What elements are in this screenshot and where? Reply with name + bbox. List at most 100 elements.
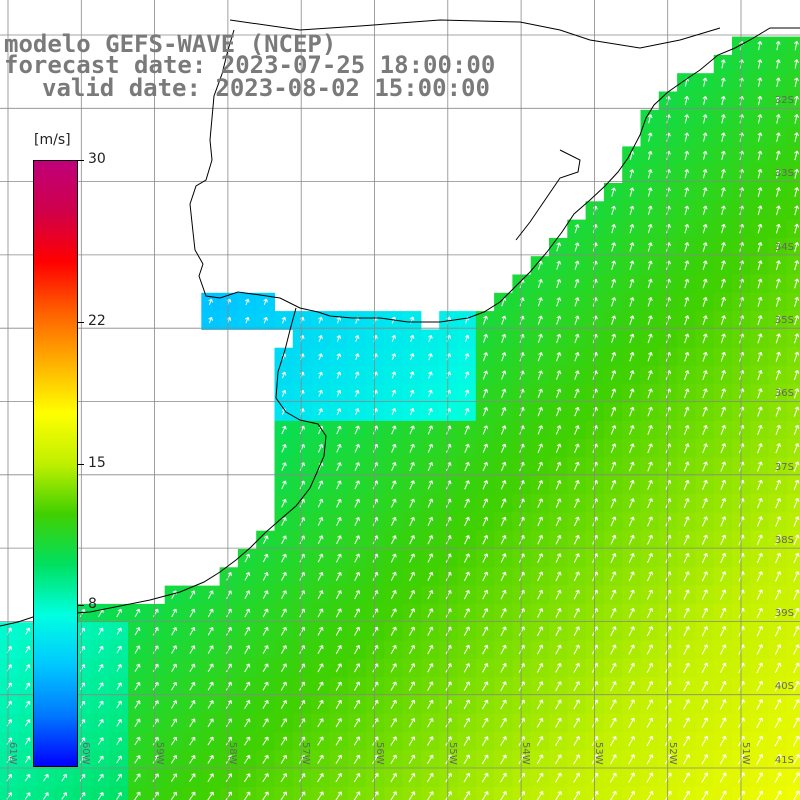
wind-arrow bbox=[775, 534, 782, 545]
wind-arrow bbox=[170, 755, 178, 764]
wind-arrow bbox=[189, 773, 196, 783]
wind-arrow bbox=[152, 718, 159, 728]
wind-arrow bbox=[646, 607, 654, 618]
wind-arrow bbox=[482, 571, 489, 582]
wind-arrow bbox=[647, 534, 653, 545]
wind-arrow bbox=[500, 553, 507, 563]
wind-arrow bbox=[721, 242, 726, 252]
wind-arrow bbox=[354, 626, 361, 636]
wind-arrow bbox=[555, 443, 562, 453]
wind-arrow bbox=[262, 773, 269, 783]
wind-arrow bbox=[684, 95, 690, 106]
wind-arrow bbox=[702, 223, 708, 234]
wind-arrow bbox=[482, 644, 489, 655]
wind-arrow bbox=[482, 443, 489, 453]
wind-arrow bbox=[573, 571, 580, 582]
wind-arrow bbox=[336, 425, 342, 435]
wind-arrow bbox=[427, 589, 434, 600]
wind-arrow bbox=[555, 480, 562, 490]
wind-arrow bbox=[171, 700, 178, 709]
wind-arrow bbox=[628, 754, 635, 765]
wind-arrow bbox=[720, 114, 726, 124]
wind-arrow bbox=[775, 369, 781, 381]
wind-arrow bbox=[556, 333, 562, 344]
wind-arrow bbox=[225, 791, 233, 800]
wind-arrow bbox=[152, 773, 159, 782]
wind-arrow bbox=[281, 443, 287, 453]
wind-arrow bbox=[720, 406, 727, 417]
wind-arrow bbox=[684, 223, 690, 234]
wind-arrow bbox=[244, 590, 251, 599]
wind-arrow bbox=[281, 371, 287, 379]
wind-arrow bbox=[793, 388, 800, 399]
wind-arrow bbox=[335, 736, 342, 746]
wind-arrow bbox=[684, 132, 690, 142]
wind-arrow bbox=[226, 645, 232, 654]
wind-arrow bbox=[629, 278, 635, 289]
wind-arrow bbox=[720, 552, 727, 564]
wind-arrow bbox=[189, 663, 196, 673]
wind-arrow bbox=[537, 498, 544, 508]
wind-arrow bbox=[445, 736, 452, 746]
wind-arrow bbox=[646, 644, 654, 655]
wind-arrow bbox=[720, 351, 726, 362]
wind-arrow bbox=[774, 790, 782, 800]
wind-arrow bbox=[574, 480, 580, 490]
wind-arrow bbox=[500, 425, 507, 435]
wind-arrow bbox=[372, 718, 379, 728]
wind-arrow bbox=[207, 663, 214, 673]
wind-arrow bbox=[775, 278, 781, 289]
wind-arrow bbox=[372, 681, 379, 691]
wind-arrow bbox=[701, 552, 708, 564]
wind-arrow bbox=[171, 608, 177, 618]
wind-arrow bbox=[481, 699, 489, 710]
wind-arrow bbox=[610, 370, 617, 380]
wind-arrow bbox=[463, 791, 471, 800]
wind-arrow bbox=[757, 77, 763, 87]
wind-arrow bbox=[427, 425, 434, 435]
wind-arrow bbox=[628, 498, 635, 509]
wind-arrow bbox=[702, 333, 708, 344]
wind-arrow bbox=[281, 425, 287, 435]
wind-arrow bbox=[226, 608, 232, 618]
wind-arrow bbox=[500, 663, 507, 673]
colorbar-tick bbox=[78, 463, 84, 465]
wind-arrow bbox=[555, 662, 562, 673]
wind-arrow bbox=[79, 773, 86, 782]
wind-arrow bbox=[481, 772, 489, 783]
wind-arrow bbox=[702, 95, 708, 106]
wind-arrow bbox=[263, 298, 268, 306]
wind-arrow bbox=[537, 388, 543, 399]
wind-arrow bbox=[628, 553, 635, 564]
wind-arrow bbox=[501, 370, 507, 380]
wind-arrow bbox=[701, 699, 709, 710]
wind-arrow bbox=[501, 388, 507, 398]
wind-arrow bbox=[116, 682, 122, 690]
wind-arrow bbox=[537, 333, 543, 344]
latitude-label: 33S bbox=[774, 168, 794, 180]
wind-arrow bbox=[298, 736, 306, 746]
wind-arrow bbox=[391, 443, 397, 453]
wind-arrow bbox=[775, 223, 781, 234]
wind-arrow bbox=[647, 333, 653, 344]
wind-arrow bbox=[756, 754, 764, 765]
wind-arrow bbox=[683, 443, 690, 454]
wind-arrow bbox=[647, 498, 653, 509]
wind-arrow bbox=[464, 334, 470, 343]
wind-arrow bbox=[408, 754, 416, 765]
wind-arrow bbox=[134, 718, 141, 727]
wind-arrow bbox=[189, 590, 196, 599]
wind-arrow bbox=[574, 388, 580, 399]
wind-arrow bbox=[756, 699, 764, 710]
wind-arrow bbox=[427, 718, 434, 728]
wind-arrow bbox=[354, 462, 360, 471]
wind-arrow bbox=[317, 718, 324, 728]
wind-arrow bbox=[170, 736, 178, 746]
wind-arrow bbox=[427, 443, 434, 453]
wind-arrow bbox=[134, 736, 141, 746]
wind-arrow bbox=[719, 699, 727, 710]
wind-arrow bbox=[152, 627, 159, 636]
wind-arrow bbox=[244, 572, 251, 581]
wind-arrow bbox=[281, 316, 287, 324]
